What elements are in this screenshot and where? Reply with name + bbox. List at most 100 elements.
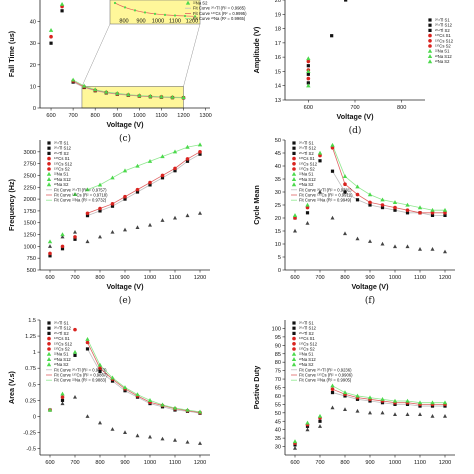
data-point-s1b-11 [430,247,435,251]
data-point-cs-0 [293,216,297,220]
x-tick-label: 1200 [439,460,451,466]
data-point-s1b-0 [48,244,52,248]
data-point-cs-6 [368,200,372,205]
inset-point [113,1,117,5]
x-tick-label: 600 [304,105,313,111]
data-point-s1b-10 [418,412,422,416]
y-tick-label: 35 [275,177,281,183]
y-tick-label: 1000 [24,244,36,250]
x-tick-label: 1300 [199,113,211,119]
data-point-s1-4 [343,190,347,194]
data-point-s1-5 [355,198,360,202]
y-tick-label: 35 [275,436,281,442]
y-tick-label: 750 [27,256,36,262]
legend-entry: ²⁰⁴Tl S2 [54,331,69,336]
data-point-cs-legend-3 [428,33,432,38]
y-tick-label: 95 [275,335,281,341]
data-point-s1b-10 [418,247,422,251]
y-tick-label: 20 [275,0,281,4]
data-point-s1-11 [185,159,190,163]
fit-curve-s1 [332,170,445,216]
y-tick-label: 20 [275,216,281,222]
legend-entry: ²²Na S2 [435,59,450,64]
fit-curve-s1 [87,153,201,217]
y-tick-label: 90 [275,343,281,349]
data-point-cs-2 [73,235,77,239]
data-point-s1-legend-1 [292,146,296,150]
legend-entry: Fit Curve ²⁰⁴Tl (R² = 0.9236) [299,367,352,372]
data-point-s1-6 [368,203,372,207]
x-tick-label: 700 [315,275,324,281]
data-point-na-2 [72,349,78,354]
legend-entry: ²²Na S1 [54,172,69,177]
data-point-cs-11 [430,211,435,215]
data-point-na-11 [430,207,435,212]
x-axis-title: Voltage (V) [351,282,389,291]
data-point-s1b-2 [318,424,322,428]
data-point-na-legend-6 [291,351,297,356]
legend-entry: ²⁰⁴Tl S12 [54,326,72,331]
data-point-na-2 [317,413,323,418]
x-tick-label: 700 [68,113,77,119]
data-point-s1-9 [160,176,165,180]
data-point-na-1 [305,202,310,207]
legend-entry: Fit Curve ²⁰⁴Tl (R² = 0.9757) [54,187,107,192]
x-tick-label: 1000 [144,275,156,281]
fit-curve-cs [87,151,201,214]
y-tick-label: 0.25 [25,398,36,404]
data-point-na-0 [292,439,298,444]
data-point-na-legend-8 [291,362,297,367]
y-tick-label: 1250 [24,233,36,239]
data-point-s1b-2 [318,189,322,194]
fit-curve-na [87,339,201,413]
x-tick-label: 900 [113,113,122,119]
data-point-cs-0 [49,34,53,39]
legend-entry: ¹³⁷Cs S1 [299,336,315,341]
data-point-na-legend-8 [291,182,297,187]
data-point-s1b-12 [198,441,202,445]
fit-curve-cs [332,388,445,405]
data-point-cs-legend-4 [428,39,432,43]
legend-entry: Fit Curve ²²Na (R² = 0.9949) [299,198,352,203]
data-point-na-2 [70,77,76,82]
x-tick-label: 1200 [177,113,189,119]
data-point-cs-legend-3 [292,156,296,161]
y-tick-label: 0.5 [28,382,36,388]
legend-entry: ²²Na S12 [54,177,71,182]
y-tick-label: 0 [33,106,36,112]
data-point-cs-10 [418,211,422,215]
data-point-na-7 [380,197,385,202]
data-point-na-0 [47,407,53,412]
legend-entry: Fit Curve ¹³⁷Cs (R² = 0.9995) [193,11,247,16]
data-point-s1b-4 [98,234,102,239]
legend-entry: ²²Na S2 [299,362,314,367]
x-tick-label: 600 [290,460,299,466]
data-point-s1b-2 [73,394,77,399]
data-point-cs-4 [98,366,102,371]
data-point-na-5 [110,175,115,180]
y-tick-label: 25 [275,203,281,209]
data-point-s1b-10 [173,215,177,220]
data-point-na-7 [135,163,140,168]
data-point-na-12 [197,409,203,414]
inset-tick-label: 900 [136,19,145,25]
data-point-cs-1 [60,395,65,399]
data-point-na-11 [430,400,435,405]
data-point-s1b-5 [110,427,115,431]
data-point-s1b-0 [293,446,297,450]
x-tick-label: 1000 [389,460,401,466]
data-point-s1b-3 [85,239,90,244]
data-point-cs-legend-3 [292,336,296,341]
data-point-s1b-11 [185,213,190,218]
data-point-s1-legend-2 [428,28,432,32]
data-point-na-6 [122,385,128,390]
data-point-s1-2 [73,353,77,357]
data-point-s1b-11 [430,413,435,418]
data-point-na-3 [81,83,87,88]
x-tick-label: 600 [46,113,55,119]
data-point-cs-0 [48,251,52,256]
data-point-na-6 [367,192,373,197]
data-point-na-1 [59,2,65,6]
data-point-s1-2 [306,64,310,68]
